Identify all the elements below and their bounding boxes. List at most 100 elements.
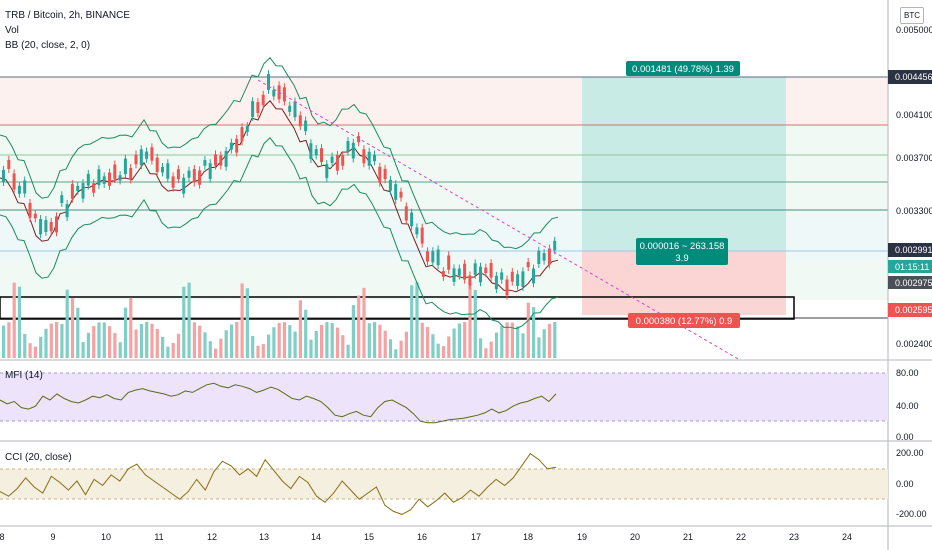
volume-bar xyxy=(150,323,154,358)
candle-body xyxy=(505,279,509,296)
price-axis[interactable]: 0.005000 0.004100 0.003700 0.003300 0.00… xyxy=(896,25,932,349)
volume-bar xyxy=(479,338,483,358)
candle-body xyxy=(516,274,520,286)
candle-body xyxy=(282,87,286,102)
bb-upper xyxy=(0,57,559,250)
volume-legend[interactable]: Vol xyxy=(5,25,19,36)
volume-bar xyxy=(187,282,191,358)
volume-bar xyxy=(277,322,281,358)
volume-bar xyxy=(473,289,477,358)
candle-body xyxy=(426,251,429,262)
candle-body xyxy=(335,154,339,171)
cci-legend[interactable]: CCI (20, close) xyxy=(5,452,72,463)
candle-body xyxy=(113,164,117,180)
volume-bar xyxy=(330,323,334,358)
candle-body xyxy=(44,220,48,232)
volume-bar xyxy=(272,327,276,358)
time-tick: 21 xyxy=(683,532,693,542)
candle-body xyxy=(171,176,175,188)
candle-body xyxy=(224,150,228,167)
candle-body xyxy=(192,168,196,183)
candle-body xyxy=(431,251,435,263)
candle-body xyxy=(473,263,477,275)
target-zone[interactable] xyxy=(582,77,786,251)
volume-bar xyxy=(208,341,212,358)
volume-bar xyxy=(441,346,446,358)
volume-bar xyxy=(447,336,451,358)
candle-body xyxy=(532,268,535,284)
time-tick: 19 xyxy=(577,532,587,542)
volume-bar xyxy=(60,324,64,358)
center-label[interactable]: 0.000016 ~ 263.158 3.9 xyxy=(636,238,728,265)
candle-body xyxy=(341,155,345,166)
candle-body xyxy=(468,275,472,286)
volume-bar xyxy=(102,322,106,358)
volume-bar xyxy=(261,344,265,358)
candle-body xyxy=(494,275,498,290)
candle-body xyxy=(383,168,387,180)
volume-bars xyxy=(2,282,557,358)
candle-body xyxy=(526,261,530,268)
volume-bar xyxy=(304,309,308,358)
candle-body xyxy=(293,101,297,118)
time-axis[interactable]: 8 9 10 11 12 13 14 15 16 17 18 19 20 21 22 23 24 xyxy=(0,532,852,542)
volume-bar xyxy=(298,300,302,358)
bollinger-legend[interactable]: BB (20, close, 2, 0) xyxy=(5,40,91,51)
price-tag-target: 0.004456 xyxy=(888,70,932,84)
volume-bar xyxy=(65,289,69,358)
time-tick: 15 xyxy=(364,532,374,542)
candle-body xyxy=(102,176,106,184)
candle-body xyxy=(500,272,504,280)
stop-label[interactable]: 0.000380 (12.77%) 0.9 xyxy=(628,313,740,328)
volume-bar xyxy=(86,332,90,358)
volume-bar xyxy=(489,341,493,358)
chart-title[interactable]: TRB / Bitcoin, 2h, BINANCE xyxy=(5,10,131,21)
volume-bar xyxy=(537,337,541,358)
candle-body xyxy=(314,149,318,156)
candle-body xyxy=(542,253,546,261)
volume-bar xyxy=(70,297,75,358)
currency-scale-button[interactable]: BTC xyxy=(900,7,924,24)
volume-bar xyxy=(553,322,557,358)
candle-body xyxy=(404,206,408,221)
candle-body xyxy=(150,147,154,161)
svg-text:0.001481 (49.78%) 1.39: 0.001481 (49.78%) 1.39 xyxy=(632,64,734,75)
volume-bar xyxy=(118,342,122,358)
mfi-legend[interactable]: MFI (14) xyxy=(5,370,43,381)
volume-bar xyxy=(325,322,329,358)
volume-bar xyxy=(240,283,244,358)
volume-bar xyxy=(76,307,80,358)
candle-body xyxy=(351,142,355,159)
candle-body xyxy=(553,240,557,251)
volume-bar xyxy=(484,348,488,358)
volume-bar xyxy=(457,323,461,358)
candle-body xyxy=(108,172,111,186)
candle-body xyxy=(256,102,260,114)
candle-body xyxy=(70,184,74,199)
svg-text:80.00: 80.00 xyxy=(896,368,919,378)
target-label[interactable]: 0.001481 (49.78%) 1.39 xyxy=(626,61,740,76)
candle-body xyxy=(235,138,239,153)
candle-body xyxy=(394,184,398,200)
volume-bar xyxy=(282,322,287,358)
support-box[interactable] xyxy=(0,296,795,320)
candle-body xyxy=(320,148,323,163)
candle-body xyxy=(182,177,186,194)
candle-body xyxy=(447,255,451,270)
mfi-line xyxy=(0,382,557,424)
volume-bar xyxy=(23,333,27,358)
time-tick: 23 xyxy=(789,532,799,542)
candle-body xyxy=(208,163,212,179)
volume-bar xyxy=(452,328,456,358)
candle-body xyxy=(76,185,80,191)
volume-bar xyxy=(214,348,218,358)
candle-body xyxy=(229,142,233,150)
svg-text:0.002975: 0.002975 xyxy=(895,278,932,288)
volume-bar xyxy=(463,322,467,358)
volume-bar xyxy=(267,334,271,358)
candle-body xyxy=(362,149,366,164)
volume-bar xyxy=(129,297,133,358)
volume-bar xyxy=(362,287,366,358)
price-candles xyxy=(2,70,557,300)
